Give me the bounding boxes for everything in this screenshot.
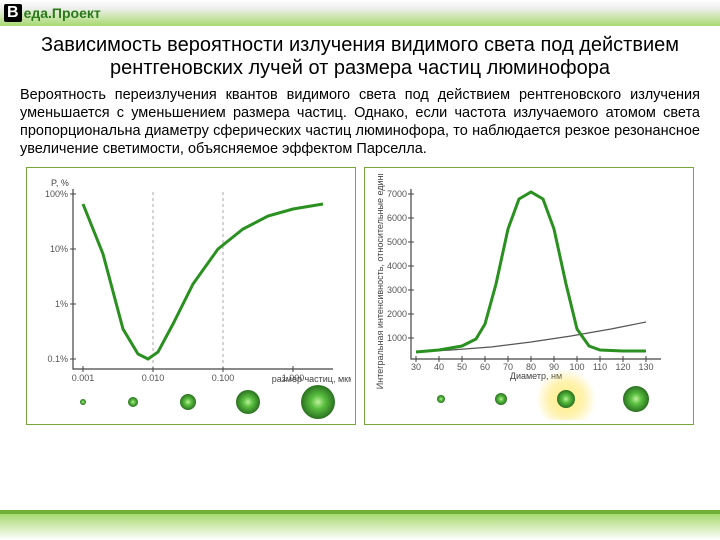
svg-text:40: 40 [434, 362, 444, 372]
logo-text: еда.Проект [24, 5, 101, 21]
chart-right-curve [416, 192, 646, 352]
content-area: Зависимость вероятности излучения видимо… [0, 26, 720, 425]
svg-text:7000: 7000 [387, 189, 407, 199]
chart-left-xlabel: размер частиц, мкм [272, 374, 351, 384]
chart-right-yticks: 7000 6000 5000 4000 3000 2000 1000 [387, 189, 414, 343]
svg-text:0.1%: 0.1% [47, 354, 68, 364]
svg-text:3000: 3000 [387, 285, 407, 295]
svg-text:4000: 4000 [387, 261, 407, 271]
logo: В еда.Проект [4, 4, 101, 22]
svg-text:6000: 6000 [387, 213, 407, 223]
svg-text:1%: 1% [55, 299, 68, 309]
svg-text:130: 130 [638, 362, 653, 372]
svg-text:0.001: 0.001 [72, 373, 95, 383]
chart-left-axes [73, 189, 333, 369]
svg-text:0.010: 0.010 [142, 373, 165, 383]
charts-row: 100%10%1%0.1% 0.0010.0100.1001.000 P, % … [20, 167, 700, 425]
footer-bar [0, 514, 720, 540]
svg-text:60: 60 [480, 362, 490, 372]
header-bar: В еда.Проект [0, 0, 720, 26]
chart-left-ylabel: P, % [51, 178, 69, 188]
svg-text:30: 30 [411, 362, 421, 372]
svg-text:2000: 2000 [387, 309, 407, 319]
chart-right-axes [411, 189, 661, 359]
svg-text:5000: 5000 [387, 237, 407, 247]
chart-right-ylabel: Интегральная интенсивность, относительны… [375, 174, 385, 389]
svg-text:1000: 1000 [387, 333, 407, 343]
svg-text:110: 110 [593, 362, 607, 372]
svg-text:10%: 10% [50, 244, 68, 254]
svg-text:0.100: 0.100 [212, 373, 235, 383]
slide-title: Зависимость вероятности излучения видимо… [20, 34, 700, 80]
svg-text:50: 50 [457, 362, 467, 372]
logo-letter: В [4, 4, 22, 22]
svg-text:120: 120 [615, 362, 630, 372]
chart-right-box: 7000600050004000300020001000 30405060708… [364, 167, 694, 425]
chart-left-spheres [80, 385, 335, 419]
chart-left-svg: 100%10%1%0.1% 0.0010.0100.1001.000 P, % … [33, 174, 351, 420]
chart-left-curve [83, 204, 323, 359]
chart-left-box: 100%10%1%0.1% 0.0010.0100.1001.000 P, % … [26, 167, 356, 425]
chart-left-yticks: 100% 10% 1% 0.1% [45, 189, 76, 364]
svg-text:100%: 100% [45, 189, 68, 199]
chart-right-svg: 7000600050004000300020001000 30405060708… [371, 174, 689, 420]
body-paragraph: Вероятность переизлучения квантов видимо… [20, 86, 700, 159]
